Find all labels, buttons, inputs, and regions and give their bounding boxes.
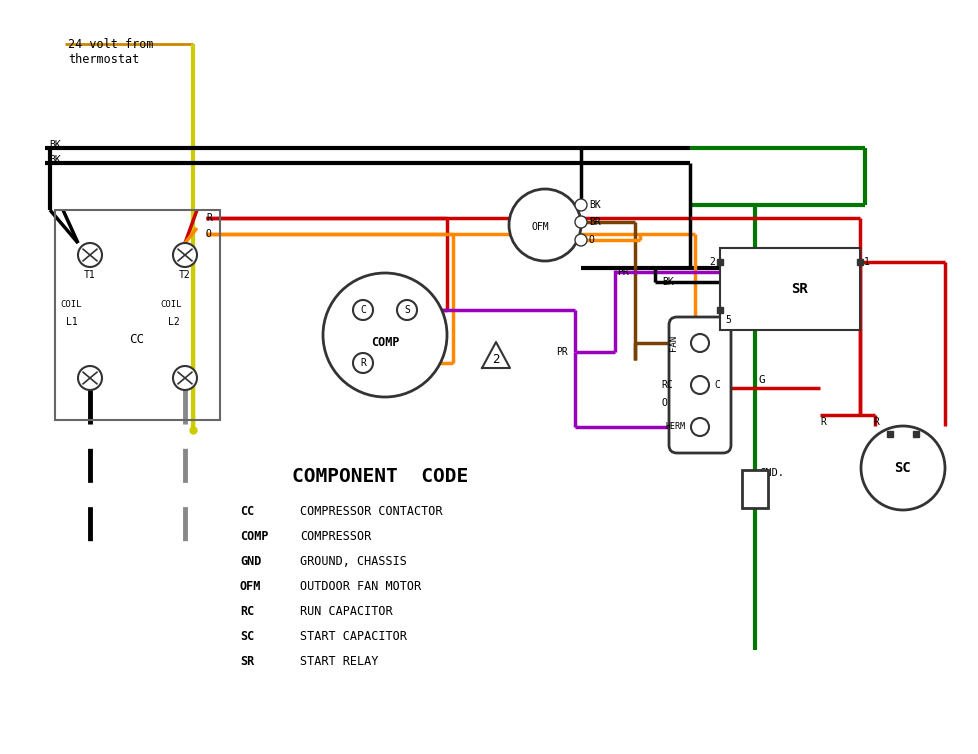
Text: BK: BK bbox=[589, 200, 600, 210]
Text: SC: SC bbox=[894, 461, 911, 475]
Text: SC: SC bbox=[240, 630, 254, 643]
Text: BK: BK bbox=[49, 155, 61, 165]
Text: R: R bbox=[820, 417, 825, 427]
Circle shape bbox=[353, 353, 373, 373]
Text: RC: RC bbox=[660, 380, 672, 390]
Text: GROUND, CHASSIS: GROUND, CHASSIS bbox=[299, 555, 407, 568]
Text: RUN CAPACITOR: RUN CAPACITOR bbox=[299, 605, 392, 618]
Circle shape bbox=[574, 216, 587, 228]
Text: PR: PR bbox=[616, 267, 628, 277]
Circle shape bbox=[78, 243, 102, 267]
Text: COIL: COIL bbox=[60, 301, 81, 309]
Text: OFM: OFM bbox=[531, 222, 549, 232]
Circle shape bbox=[173, 243, 197, 267]
Circle shape bbox=[690, 334, 708, 352]
Bar bbox=[719, 248, 859, 330]
Circle shape bbox=[574, 234, 587, 246]
Text: 5: 5 bbox=[725, 315, 731, 325]
Text: START CAPACITOR: START CAPACITOR bbox=[299, 630, 407, 643]
Text: 2: 2 bbox=[492, 354, 499, 366]
Circle shape bbox=[509, 189, 580, 261]
Text: L1: L1 bbox=[66, 317, 77, 327]
Text: COIL: COIL bbox=[159, 301, 181, 309]
Text: PR: PR bbox=[556, 347, 567, 357]
Text: R: R bbox=[205, 213, 211, 223]
Text: FAN: FAN bbox=[668, 335, 678, 351]
Text: CC: CC bbox=[240, 505, 254, 518]
Text: C: C bbox=[360, 305, 366, 315]
Text: 1: 1 bbox=[864, 257, 869, 267]
Text: O: O bbox=[661, 398, 667, 408]
Circle shape bbox=[323, 273, 447, 397]
Text: OUTDOOR FAN MOTOR: OUTDOOR FAN MOTOR bbox=[299, 580, 421, 593]
Text: COMPONENT  CODE: COMPONENT CODE bbox=[291, 467, 467, 486]
Text: CC: CC bbox=[129, 333, 145, 347]
Circle shape bbox=[574, 199, 587, 211]
Circle shape bbox=[690, 376, 708, 394]
Text: R: R bbox=[872, 417, 878, 427]
Text: O: O bbox=[205, 229, 211, 239]
Text: O: O bbox=[589, 235, 595, 245]
Text: thermostat: thermostat bbox=[67, 53, 139, 66]
Circle shape bbox=[78, 366, 102, 390]
Circle shape bbox=[860, 426, 944, 510]
Text: GND.: GND. bbox=[759, 468, 784, 478]
Text: OFM: OFM bbox=[240, 580, 261, 593]
Circle shape bbox=[397, 300, 417, 320]
Text: COMPRESSOR CONTACTOR: COMPRESSOR CONTACTOR bbox=[299, 505, 442, 518]
Text: COMP: COMP bbox=[240, 530, 268, 543]
Text: G: G bbox=[758, 375, 765, 385]
Text: R: R bbox=[360, 358, 366, 368]
Text: T2: T2 bbox=[179, 270, 191, 280]
Text: L2: L2 bbox=[168, 317, 180, 327]
Text: START RELAY: START RELAY bbox=[299, 655, 378, 668]
Text: COMP: COMP bbox=[371, 336, 399, 350]
Text: BK: BK bbox=[661, 277, 673, 287]
Text: SR: SR bbox=[791, 282, 808, 296]
Bar bbox=[741, 470, 767, 508]
Circle shape bbox=[690, 418, 708, 436]
Text: SR: SR bbox=[240, 655, 254, 668]
Circle shape bbox=[353, 300, 373, 320]
Text: T1: T1 bbox=[84, 270, 96, 280]
Text: C: C bbox=[713, 380, 719, 390]
Text: BR: BR bbox=[589, 217, 600, 227]
Text: 24 volt from: 24 volt from bbox=[67, 38, 154, 51]
Text: COMPRESSOR: COMPRESSOR bbox=[299, 530, 371, 543]
Text: S: S bbox=[404, 305, 410, 315]
Text: BK: BK bbox=[49, 140, 61, 150]
Text: GND: GND bbox=[240, 555, 261, 568]
Text: RC: RC bbox=[240, 605, 254, 618]
Text: 2: 2 bbox=[708, 257, 714, 267]
Bar bbox=[55, 210, 220, 420]
Circle shape bbox=[173, 366, 197, 390]
Text: HERM: HERM bbox=[665, 422, 686, 431]
FancyBboxPatch shape bbox=[668, 317, 731, 453]
